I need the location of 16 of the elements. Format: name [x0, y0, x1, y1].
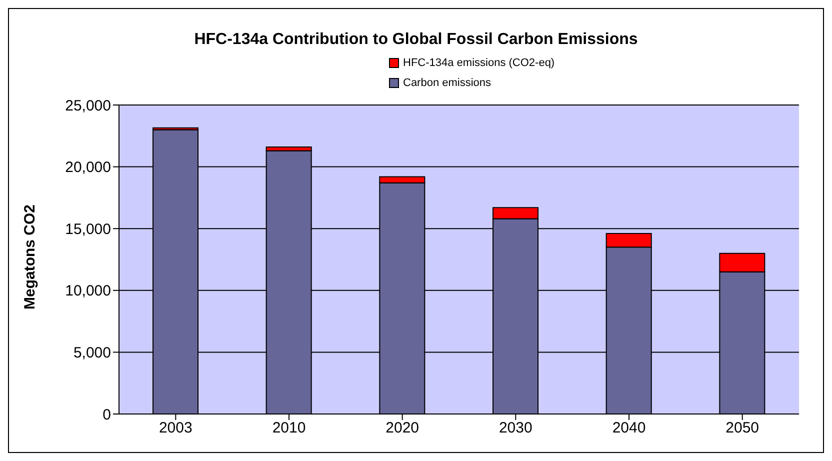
- y-tick-label: 15,000: [65, 220, 111, 238]
- x-tick-label: 2050: [726, 420, 760, 437]
- y-tick-label: 5,000: [73, 344, 111, 362]
- x-tick-label: 2003: [158, 420, 192, 437]
- x-tick-label: 2010: [272, 420, 306, 437]
- y-tick-label: 0: [102, 406, 111, 424]
- y-tick-label: 25,000: [65, 97, 111, 114]
- x-tick-label: 2040: [612, 420, 646, 437]
- x-tick-label: 2020: [386, 420, 420, 437]
- legend-label: Carbon emissions: [403, 77, 492, 89]
- x-tick-label: 2030: [498, 420, 532, 437]
- legend-label: HFC-134a emissions (CO2-eq): [403, 57, 555, 69]
- y-tick-label: 10,000: [65, 282, 111, 300]
- y-axis-title: Megatons CO2: [21, 204, 38, 310]
- y-tick-label: 20,000: [65, 159, 111, 176]
- chart-title: HFC-134a Contribution to Global Fossil Carbon Emissions: [193, 31, 639, 49]
